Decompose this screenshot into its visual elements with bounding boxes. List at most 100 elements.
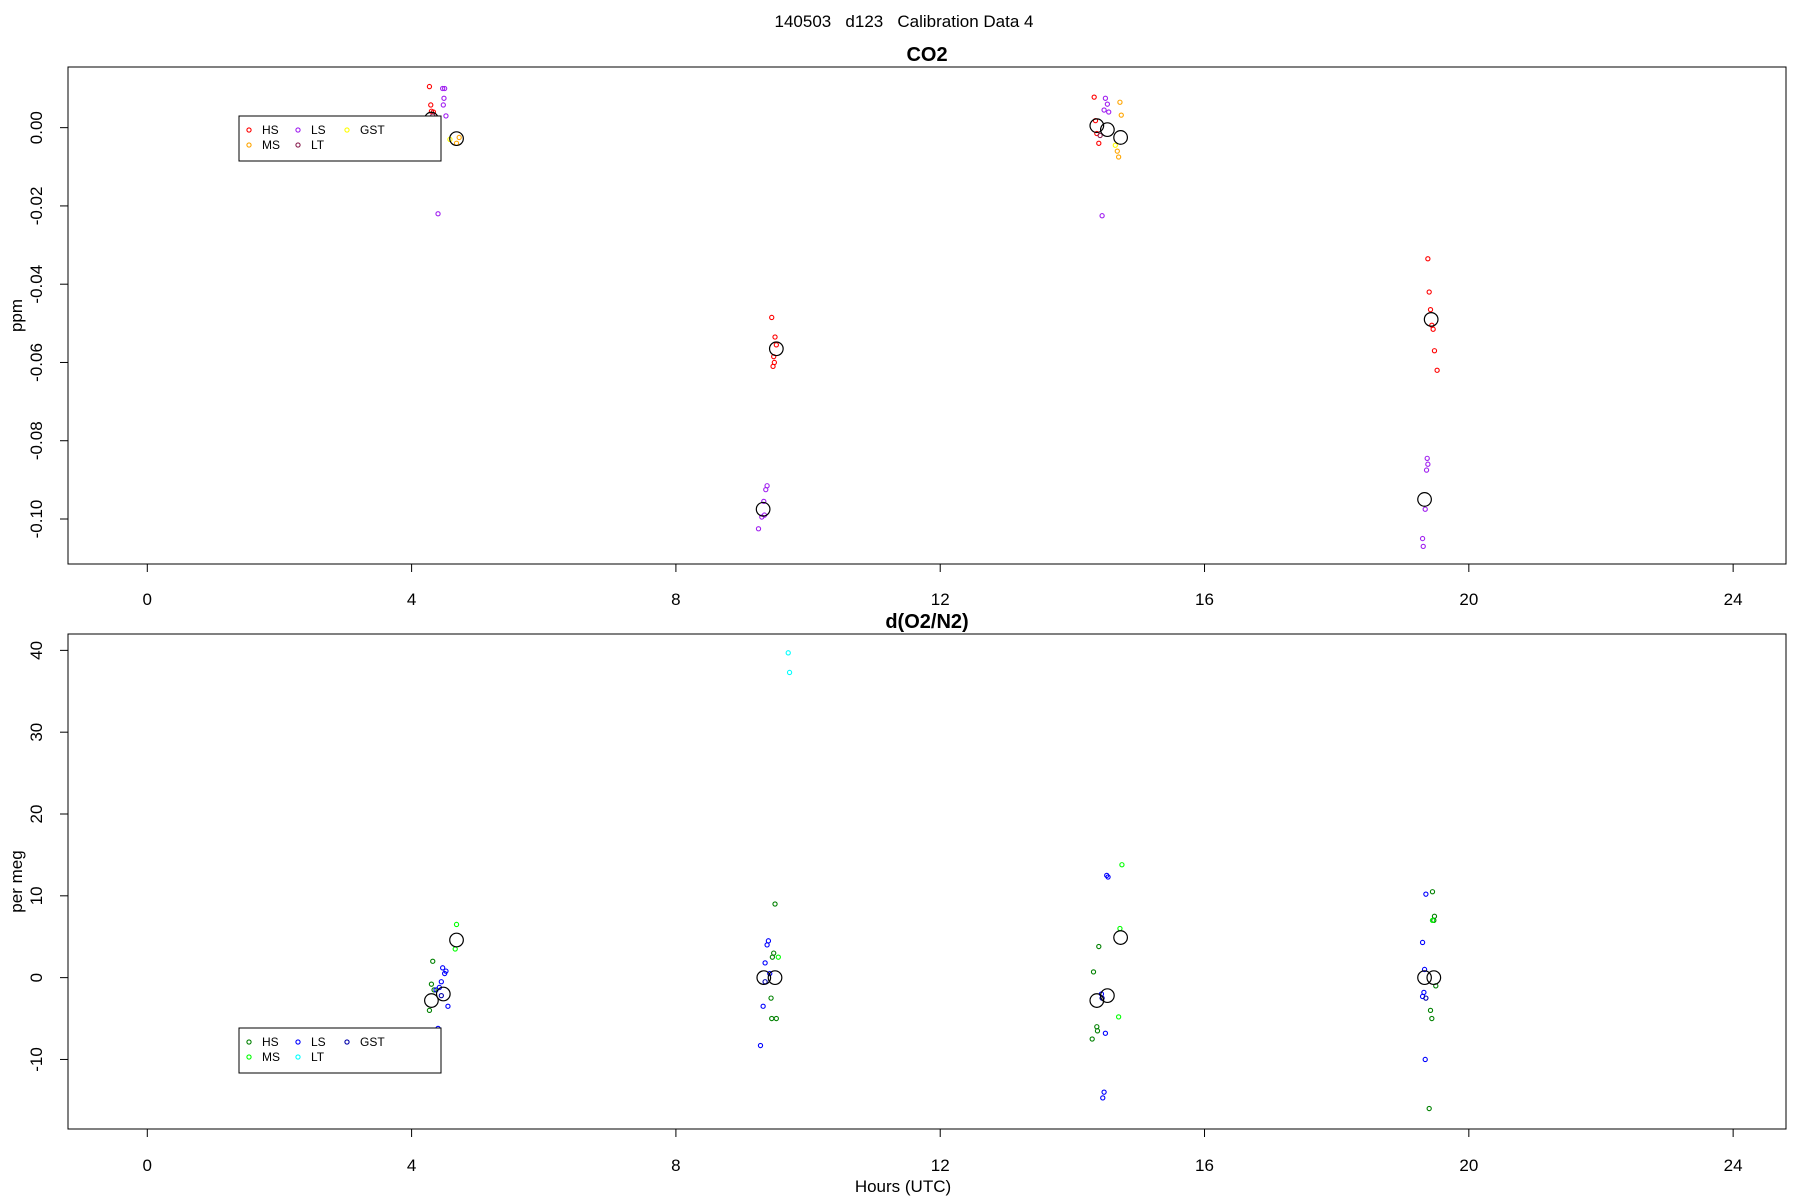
co2-panel: CO2 0 4 8 12 16 20 24 -0.10 -0.08 -0.06 -0.04 -0.02 0… (7, 44, 1787, 609)
legend-marker (295, 127, 301, 133)
mean-marker (1099, 988, 1115, 1004)
y-tick-label: -0.06 (27, 343, 46, 382)
data-point (1118, 112, 1124, 118)
data-point (1421, 966, 1428, 973)
series-lt (430, 113, 1103, 139)
x-tick-label: 20 (1459, 590, 1478, 609)
legend-label: MS (262, 1050, 280, 1064)
y-tick-label: -0.02 (27, 187, 46, 226)
legend-label: LS (311, 1035, 326, 1049)
data-point (1091, 94, 1097, 100)
data-point (1102, 95, 1109, 101)
legend-label: HS (262, 123, 279, 137)
data-point (760, 1003, 766, 1009)
panel-title: CO2 (906, 44, 947, 66)
data-point (1420, 543, 1426, 550)
mean-marker (755, 501, 771, 517)
data-point (1434, 367, 1440, 373)
mean-marker (768, 341, 784, 357)
data-point (431, 987, 437, 993)
data-point (761, 498, 767, 505)
legend-label: MS (262, 138, 280, 152)
series-hs (426, 83, 1440, 373)
legend-marker (344, 1039, 350, 1045)
y-tick-label: 10 (27, 886, 46, 905)
data-point (1096, 140, 1102, 146)
series-gst (438, 979, 1429, 1001)
mean-marker (767, 970, 783, 986)
mean-marker (1089, 993, 1105, 1008)
data-point (430, 958, 436, 964)
data-point (440, 965, 446, 971)
x-tick-label: 4 (407, 590, 416, 609)
data-point (755, 526, 762, 532)
data-point (426, 83, 433, 90)
data-point (443, 113, 449, 119)
data-point (763, 486, 769, 493)
legend-label: LT (311, 138, 325, 152)
data-point (785, 650, 791, 656)
x-tick-label: 20 (1459, 1156, 1478, 1175)
legend-marker (246, 1039, 252, 1045)
data-point (1429, 1015, 1435, 1022)
y-tick-label: 0.00 (27, 111, 46, 144)
data-point (769, 1015, 775, 1022)
data-point (1101, 1089, 1107, 1095)
x-tick-label: 16 (1195, 590, 1214, 609)
mean-marker (1417, 970, 1432, 986)
legend-label: LT (311, 1050, 325, 1064)
data-point (440, 85, 446, 92)
data-point (1422, 506, 1428, 512)
legend-label: GST (360, 123, 385, 137)
x-tick-label: 24 (1724, 590, 1743, 609)
legend-marker (295, 1039, 301, 1045)
series-gst (447, 136, 1118, 148)
data-point (1427, 306, 1434, 313)
data-point (762, 960, 768, 966)
legend-box (238, 1027, 442, 1074)
y-tick-label: -0.08 (27, 421, 46, 460)
data-point (452, 946, 458, 952)
data-point (1114, 148, 1120, 154)
y-axis-label: per meg (7, 850, 26, 912)
x-tick-label: 0 (143, 1156, 152, 1175)
data-point (426, 1007, 433, 1014)
data-point (773, 342, 779, 348)
data-point (1104, 872, 1110, 879)
data-point (1102, 1030, 1109, 1036)
data-point (1112, 142, 1118, 148)
data-point (1426, 289, 1432, 295)
data-point (1115, 154, 1122, 160)
data-point (1431, 913, 1438, 919)
y-tick-label: 40 (27, 641, 46, 660)
legend-label: HS (262, 1035, 279, 1049)
legend-box (238, 115, 442, 162)
x-tick-label: 8 (671, 1156, 680, 1175)
y-tick-label: -0.10 (27, 500, 46, 539)
data-point (1423, 891, 1429, 897)
y-tick-label: 30 (27, 723, 46, 742)
data-point (1094, 1028, 1101, 1034)
data-point (1431, 348, 1438, 354)
data-point (441, 85, 448, 92)
series-ls (435, 85, 1431, 550)
legend-marker (344, 127, 350, 133)
mean-marker (1099, 122, 1115, 138)
figure-title: 140503 d123 Calibration Data 4 (775, 12, 1034, 31)
data-point (1115, 1014, 1122, 1020)
mean-marker (1426, 970, 1442, 986)
mean-marker (1089, 118, 1105, 134)
legend-marker (295, 1054, 301, 1060)
y-tick-label: 20 (27, 805, 46, 824)
series-ms (452, 862, 1436, 1020)
legend-marker (246, 142, 252, 148)
data-point (1097, 132, 1103, 139)
data-point (1106, 109, 1112, 115)
mean-marker (1113, 130, 1129, 145)
legend-marker (295, 142, 301, 148)
data-point (1119, 862, 1125, 868)
mean-marker (435, 986, 451, 1002)
data-point (1423, 467, 1430, 473)
